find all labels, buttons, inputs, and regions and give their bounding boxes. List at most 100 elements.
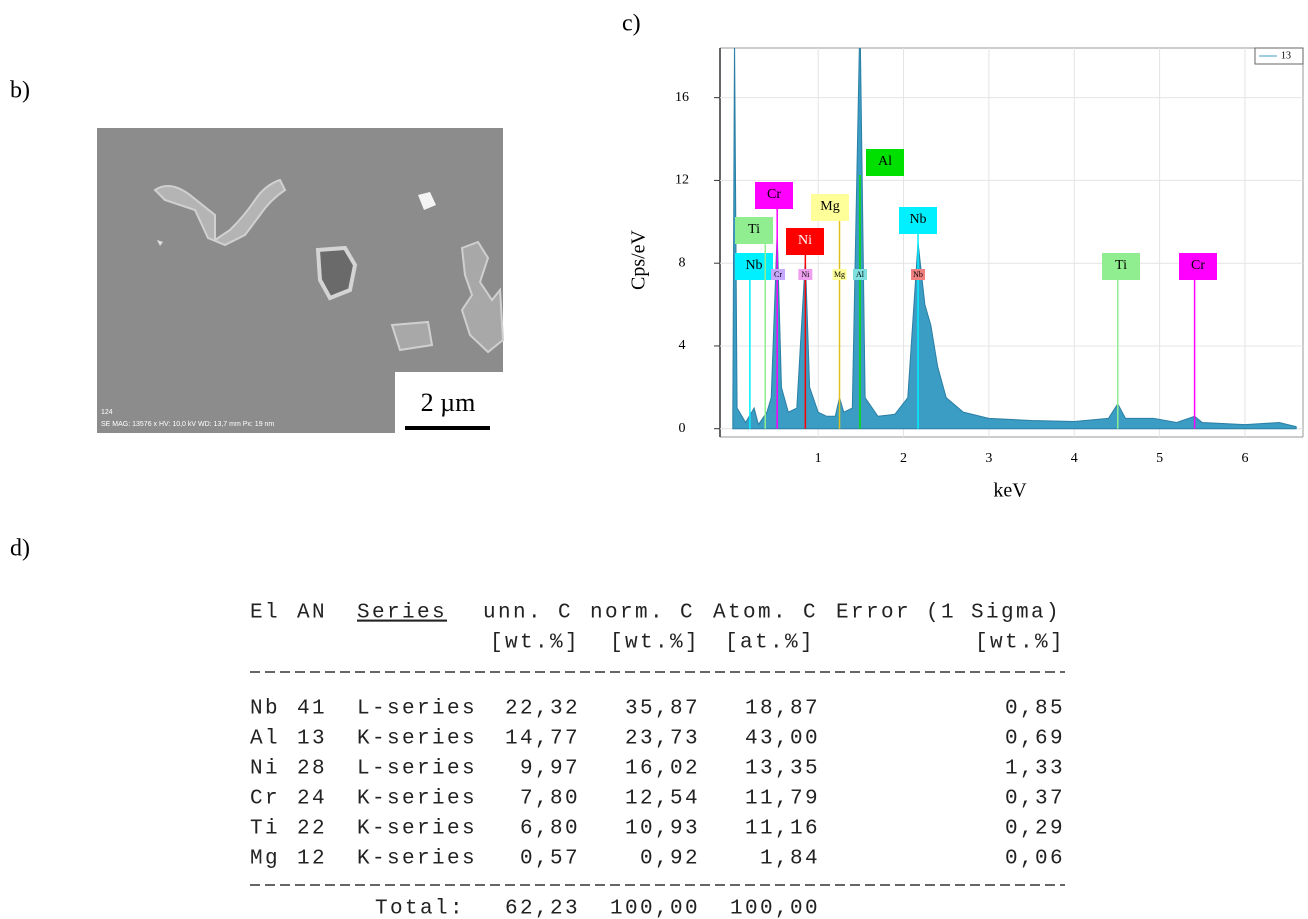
table-cell: 0,06 — [1005, 848, 1065, 871]
table-cell: 28 — [297, 758, 327, 781]
y-tick-label: 12 — [675, 173, 689, 188]
element-box — [735, 217, 773, 244]
table-cell: 7,80 — [520, 788, 580, 811]
peak-tag-label: Nb — [913, 270, 923, 279]
element-label: Al — [878, 154, 892, 169]
table-cell: L-series — [357, 758, 477, 781]
table-cell: 12 — [297, 848, 327, 871]
x-tick-label: 6 — [1241, 451, 1248, 466]
spectrum-area — [732, 48, 1297, 430]
x-tick-label: 3 — [985, 451, 992, 466]
element-box — [755, 182, 793, 209]
legend-label: 13 — [1281, 50, 1291, 61]
table-cell: 43,00 — [745, 728, 820, 751]
table-cell: 1,33 — [1005, 758, 1065, 781]
sem-info: SE MAG: 13576 x HV: 10,0 kV WD: 13,7 mm … — [101, 421, 274, 428]
total-value: 62,23 — [505, 898, 580, 919]
table-cell: 0,69 — [1005, 728, 1065, 751]
table-unit: [wt.%] — [975, 632, 1065, 655]
x-tick-label: 5 — [1156, 451, 1163, 466]
element-label: Ti — [1115, 258, 1127, 273]
element-box — [786, 228, 824, 255]
element-label: Mg — [820, 199, 839, 214]
peak-tag — [832, 269, 847, 280]
legend-box — [1254, 47, 1304, 65]
peak-tag-label: Cr — [774, 270, 782, 279]
table-cell: 14,77 — [505, 728, 580, 751]
table-header: El — [250, 602, 280, 625]
eds-table: El AN Series unn. C norm. C Atom. C Error (1 S… — [250, 602, 1065, 919]
table-cell: 0,29 — [1005, 818, 1065, 841]
peak-tag-label: Al — [856, 270, 865, 279]
table-cell: K-series — [357, 818, 477, 841]
table-cell: 24 — [297, 788, 327, 811]
table-cell: 16,02 — [625, 758, 700, 781]
peak-tag-label: Ni — [801, 270, 810, 279]
element-label: Cr — [1191, 258, 1205, 273]
table-cell: 13,35 — [745, 758, 820, 781]
y-tick-label: 4 — [679, 338, 686, 353]
table-cell: 0,92 — [640, 848, 700, 871]
x-tick-label: 2 — [900, 451, 907, 466]
table-header: Series — [357, 602, 447, 625]
table-cell: Ti — [250, 818, 280, 841]
element-label: Nb — [909, 212, 926, 227]
table-cell: 0,85 — [1005, 698, 1065, 721]
table-cell: 0,37 — [1005, 788, 1065, 811]
element-box — [735, 253, 773, 280]
element-label: Ti — [748, 222, 760, 237]
x-axis-label: keV — [993, 480, 1027, 502]
table-cell: 13 — [297, 728, 327, 751]
table-cell: 41 — [297, 698, 327, 721]
table-unit: [wt.%] — [490, 632, 580, 655]
table-cell: Cr — [250, 788, 280, 811]
x-tick-label: 4 — [1071, 451, 1078, 466]
peak-tag-label: Mg — [834, 270, 845, 279]
y-axis-label: Cps/eV — [628, 229, 650, 290]
peak-tag — [798, 269, 813, 280]
table-header: unn. C — [483, 602, 573, 625]
element-label: Ni — [798, 233, 812, 248]
total-label: Total: — [375, 898, 465, 919]
scale-bar-label: 2 µm — [421, 388, 476, 417]
table-unit: [wt.%] — [610, 632, 700, 655]
table-cell: L-series — [357, 698, 477, 721]
total-value: 100,00 — [610, 898, 700, 919]
x-tick-label: 1 — [815, 451, 822, 466]
table-cell: Ni — [250, 758, 280, 781]
table-cell: K-series — [357, 848, 477, 871]
table-cell: 35,87 — [625, 698, 700, 721]
element-box — [866, 149, 904, 176]
table-cell: Al — [250, 728, 280, 751]
y-tick-label: 16 — [675, 90, 689, 105]
table-cell: Nb — [250, 698, 280, 721]
table-cell: 0,57 — [520, 848, 580, 871]
table-cell: 22,32 — [505, 698, 580, 721]
y-tick-label: 8 — [679, 255, 686, 270]
table-unit: [at.%] — [725, 632, 815, 655]
table-cell: K-series — [357, 728, 477, 751]
table-cell: 9,97 — [520, 758, 580, 781]
table-cell: 23,73 — [625, 728, 700, 751]
panel-label: d) — [10, 536, 30, 562]
peak-tag — [911, 269, 926, 280]
table-cell: 6,80 — [520, 818, 580, 841]
table-cell: 1,84 — [760, 848, 820, 871]
element-box — [1102, 253, 1140, 280]
peak-tag — [771, 269, 786, 280]
table-cell: 11,16 — [745, 818, 820, 841]
element-box — [811, 194, 849, 221]
table-cell: 12,54 — [625, 788, 700, 811]
sem-image: 124 SE MAG: 13576 x HV: 10,0 kV WD: 13,7… — [97, 128, 505, 433]
table-header: norm. C — [590, 602, 695, 625]
panel-label: c) — [622, 11, 641, 37]
table-header: Error (1 Sigma) — [836, 602, 1061, 625]
table-cell: Mg — [250, 848, 280, 871]
peak-tag — [852, 269, 867, 280]
table-cell: 10,93 — [625, 818, 700, 841]
element-label: Nb — [745, 258, 762, 273]
table-header: Atom. C — [713, 602, 818, 625]
